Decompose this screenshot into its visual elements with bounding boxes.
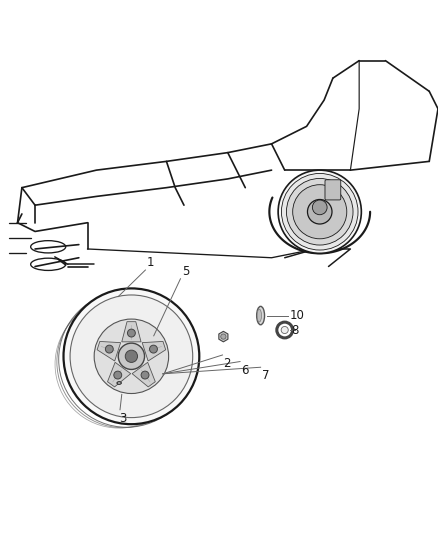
Circle shape: [106, 345, 113, 353]
Polygon shape: [142, 342, 166, 361]
Text: 3: 3: [119, 412, 127, 425]
Circle shape: [221, 334, 226, 339]
Text: 6: 6: [241, 364, 248, 377]
Text: 8: 8: [291, 324, 299, 336]
Text: 10: 10: [290, 309, 305, 322]
Circle shape: [307, 199, 332, 224]
Circle shape: [149, 345, 157, 353]
Circle shape: [118, 343, 145, 369]
Circle shape: [278, 170, 361, 253]
Circle shape: [281, 326, 288, 334]
Polygon shape: [132, 362, 155, 387]
Circle shape: [70, 295, 193, 418]
Ellipse shape: [257, 309, 261, 322]
Circle shape: [282, 173, 358, 250]
Ellipse shape: [257, 306, 265, 325]
Polygon shape: [107, 362, 131, 387]
Text: 2: 2: [223, 357, 231, 370]
Circle shape: [125, 350, 138, 362]
Polygon shape: [122, 322, 141, 342]
Circle shape: [312, 200, 327, 215]
Circle shape: [127, 329, 135, 337]
Circle shape: [293, 185, 347, 239]
FancyBboxPatch shape: [325, 180, 341, 200]
Circle shape: [286, 179, 353, 245]
Circle shape: [114, 371, 122, 379]
Circle shape: [64, 288, 199, 424]
Circle shape: [94, 319, 169, 393]
Text: 7: 7: [262, 369, 269, 383]
Ellipse shape: [117, 382, 121, 384]
Polygon shape: [219, 332, 228, 342]
Polygon shape: [97, 342, 120, 361]
Text: 5: 5: [182, 265, 189, 278]
Circle shape: [141, 371, 149, 379]
Text: 1: 1: [147, 256, 154, 269]
